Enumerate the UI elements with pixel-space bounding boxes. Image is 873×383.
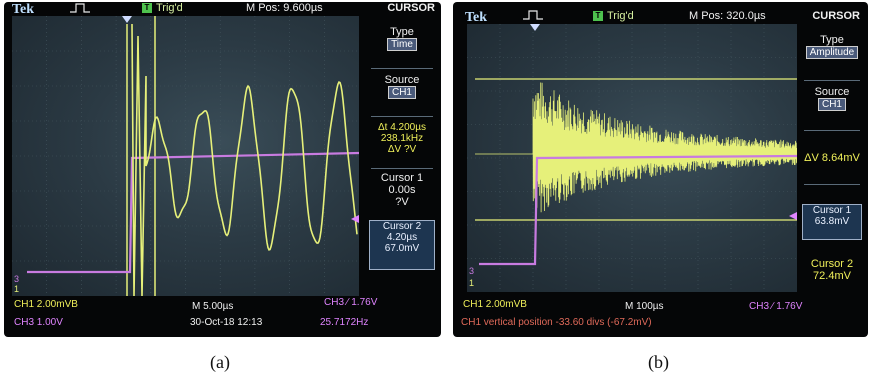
cursor-menu: Type Amplitude Source CH1 ΔV 8.64mV Curs… [800, 28, 864, 297]
cursor-1-item[interactable]: Cursor 1 63.8mV [802, 204, 862, 240]
cursor-2-label: Cursor 2 [382, 221, 422, 232]
inverse-delta-t: 238.1kHz [380, 133, 424, 144]
header-bar: Tek T Trig'd M Pos: 320.0µs CURSOR [453, 2, 868, 25]
menu-divider [804, 130, 860, 131]
trig-indicator-icon: T [593, 11, 603, 21]
status-bar: CH1 2.00mVB M 100µs CH3 ∕ 1.76V CH1 vert… [453, 297, 868, 337]
cursor-2-label: Cursor 2 [810, 258, 854, 270]
cursor-1-item[interactable]: Cursor 1 0.00s ?V [367, 172, 437, 208]
menu-divider [371, 68, 433, 69]
delta-readout: Δt 4.200µs 238.1kHz ΔV ?V [367, 122, 437, 155]
oscilloscope-panel-b: Tek T Trig'd M Pos: 320.0µs CURSOR 3 1 T… [453, 2, 868, 337]
frequency-readout: 25.7172Hz [320, 317, 369, 328]
source-value[interactable]: CH1 [387, 86, 416, 99]
type-menu-item[interactable]: Type Amplitude [800, 34, 864, 59]
status-message: CH1 vertical position -33.60 divs (-67.2… [461, 317, 652, 328]
trigger-pulse-icon [523, 10, 543, 20]
timebase: M 100µs [625, 301, 664, 312]
ch3-trace [479, 154, 797, 266]
level-arrow-icon [789, 212, 797, 220]
brand-logo: Tek [465, 10, 488, 25]
trig-status: Trig'd [156, 2, 183, 14]
trigger-setting: CH3 ∕ 1.76V [324, 297, 378, 308]
delta-t: Δt 4.200µs [377, 122, 427, 133]
menu-divider [371, 168, 433, 169]
oscilloscope-panel-a: Tek T Trig'd M Pos: 9.600µs CURSOR 3 1 [4, 2, 441, 337]
cursor-2-value: 67.0mV [384, 243, 420, 254]
waveform-display: 3 1 [467, 24, 797, 292]
cursor-1-label: Cursor 1 [380, 172, 424, 184]
ch3-marker: 3 [469, 266, 474, 276]
cursor-1-time: 0.00s [388, 184, 416, 196]
ch1-trace [475, 82, 797, 213]
cursor-1-value: 63.8mV [814, 216, 850, 227]
source-label: Source [814, 86, 850, 98]
source-menu-item[interactable]: Source CH1 [367, 74, 437, 99]
type-value[interactable]: Amplitude [805, 46, 859, 59]
header-bar: Tek T Trig'd M Pos: 9.600µs CURSOR [4, 2, 441, 17]
menu-divider [804, 184, 860, 185]
cursor-2-value: 72.4mV [813, 270, 851, 282]
date-time: 30-Oct-18 12:13 [190, 317, 263, 328]
trigger-position-marker [122, 16, 132, 23]
cursor-menu: Type Time Source CH1 Δt 4.200µs 238.1kHz… [367, 18, 437, 297]
ch3-marker: 3 [14, 274, 19, 284]
menu-title: CURSOR [387, 2, 435, 14]
type-menu-item[interactable]: Type Time [367, 26, 437, 51]
delta-v: ΔV ?V [387, 144, 417, 155]
type-value[interactable]: Time [387, 38, 417, 51]
trigger-position-marker [530, 24, 540, 31]
type-label: Type [820, 34, 844, 46]
ch1-marker: 1 [14, 284, 19, 294]
ch1-scale: CH1 2.00mVB [14, 299, 78, 310]
caption-a: (a) [210, 352, 230, 372]
caption-b: (b) [648, 352, 669, 372]
timebase: M 5.00µs [192, 301, 234, 312]
ch1-scale: CH1 2.00mVB [463, 299, 527, 310]
ch3-trace [27, 151, 359, 274]
level-arrow-icon [351, 215, 359, 223]
menu-divider [371, 116, 433, 117]
cursor-2-time: 4.20µs [386, 232, 418, 243]
menu-divider [804, 80, 860, 81]
cursor-1-label: Cursor 1 [812, 205, 852, 216]
type-label: Type [390, 26, 414, 38]
m-pos-readout: M Pos: 320.0µs [689, 10, 766, 22]
cursor-2-item[interactable]: Cursor 2 72.4mV [800, 258, 864, 282]
trig-status: Trig'd [607, 10, 634, 22]
m-pos-readout: M Pos: 9.600µs [246, 2, 323, 14]
trigger-setting: CH3 ∕ 1.76V [749, 301, 803, 312]
ch3-scale: CH3 1.00V [14, 317, 63, 328]
source-label: Source [384, 74, 420, 86]
brand-logo: Tek [12, 2, 35, 17]
cursor-2-item[interactable]: Cursor 2 4.20µs 67.0mV [369, 220, 435, 270]
delta-v: ΔV 8.64mV [804, 152, 860, 164]
waveform-svg: 3 1 [12, 16, 359, 296]
ch1-marker: 1 [469, 278, 474, 288]
menu-title: CURSOR [812, 10, 860, 22]
cursor-1-value: ?V [395, 196, 409, 208]
source-menu-item[interactable]: Source CH1 [800, 86, 864, 111]
status-bar: CH1 2.00mVB CH3 1.00V M 5.00µs 30-Oct-18… [4, 297, 441, 337]
ch1-trace [131, 23, 358, 296]
graticule [467, 24, 797, 292]
source-value[interactable]: CH1 [817, 98, 846, 111]
waveform-display: 3 1 [12, 16, 359, 296]
trigger-pulse-icon [70, 3, 90, 13]
trig-indicator-icon: T [142, 3, 152, 13]
waveform-svg: 3 1 [467, 24, 797, 292]
